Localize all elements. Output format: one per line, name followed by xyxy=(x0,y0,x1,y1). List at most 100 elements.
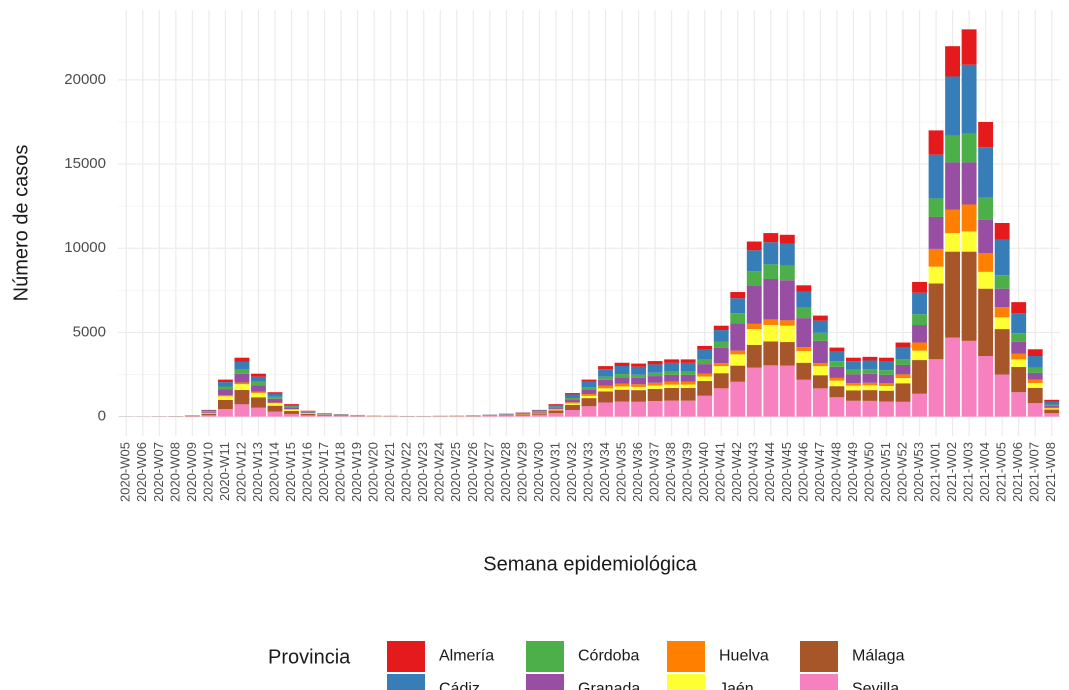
x-tick-label: 2021-W02 xyxy=(944,442,959,502)
bar-segment xyxy=(862,369,878,374)
bar-segment xyxy=(251,373,266,377)
bar-segment xyxy=(994,374,1010,417)
bar-segment xyxy=(829,380,845,387)
bar-segment xyxy=(1044,405,1060,408)
bar-segment xyxy=(1011,392,1027,417)
bar-segment xyxy=(779,342,795,366)
bar-segment xyxy=(895,383,911,402)
bar-segment xyxy=(961,251,977,341)
bar-segment xyxy=(598,366,613,370)
bar-segment xyxy=(945,162,961,210)
bar-segment xyxy=(515,415,531,417)
bar-segment xyxy=(680,388,696,401)
bar-segment xyxy=(796,307,812,319)
bar-segment xyxy=(251,397,266,408)
bar-segment xyxy=(713,347,729,364)
bar-segment xyxy=(631,366,647,375)
bar-segment xyxy=(333,415,349,417)
bar-segment xyxy=(961,133,977,163)
bar-segment xyxy=(1011,302,1027,314)
bar-segment xyxy=(862,385,878,391)
bar-segment xyxy=(812,320,828,333)
bar-segment xyxy=(912,281,927,293)
y-tick-label: 5000 xyxy=(73,323,106,340)
x-tick-label: 2020-W05 xyxy=(118,442,133,502)
bar-segment xyxy=(284,406,299,408)
bar-segment xyxy=(978,219,994,254)
bar-segment xyxy=(647,401,663,417)
bar-segment xyxy=(267,405,283,412)
bar-segment xyxy=(251,407,266,417)
bar-segment xyxy=(912,342,927,351)
bar-segment xyxy=(994,307,1010,318)
bar-segment xyxy=(333,416,349,417)
bar-segment xyxy=(631,401,647,417)
bar-segment xyxy=(713,363,729,367)
bar-segment xyxy=(895,378,911,384)
bar-segment xyxy=(531,414,547,417)
x-tick-label: 2020-W10 xyxy=(200,442,215,502)
bar-segment xyxy=(796,285,812,292)
bar-segment xyxy=(251,391,266,393)
x-tick-label: 2020-W17 xyxy=(316,442,331,502)
bar-segment xyxy=(234,361,250,369)
bar-segment xyxy=(1044,404,1060,406)
bar-segment xyxy=(631,374,647,378)
bar-segment xyxy=(631,377,647,385)
bar-segment xyxy=(730,292,746,299)
bar-segment xyxy=(531,411,547,413)
bar-segment xyxy=(779,280,795,321)
bar-segment xyxy=(267,396,283,399)
bar-segment xyxy=(994,275,1010,289)
y-tick-label: 0 xyxy=(98,408,106,425)
bar-segment xyxy=(845,383,861,386)
bar-segment xyxy=(581,394,597,396)
x-tick-label: 2020-W45 xyxy=(779,442,794,502)
bar-segment xyxy=(862,373,878,383)
bar-segment xyxy=(730,323,746,351)
bar-segment xyxy=(879,357,894,362)
bar-segment xyxy=(267,403,283,406)
x-tick-label: 2020-W25 xyxy=(448,442,463,502)
bar-segment xyxy=(515,414,531,416)
bar-segment xyxy=(664,381,680,385)
bar-segment xyxy=(895,359,911,365)
bar-segment xyxy=(1011,313,1027,334)
bar-segment xyxy=(680,400,696,417)
bar-segment xyxy=(201,413,217,416)
bar-segment xyxy=(994,223,1010,240)
bar-segment xyxy=(945,76,961,136)
x-axis-title: Semana epidemiológica xyxy=(483,553,697,575)
bar-segment xyxy=(994,288,1010,308)
bar-segment xyxy=(978,121,994,148)
x-tick-label: 2020-W32 xyxy=(564,442,579,502)
legend-key xyxy=(667,674,705,690)
x-tick-label: 2021-W01 xyxy=(927,442,942,502)
bar-segment xyxy=(697,373,713,377)
x-tick-label: 2020-W07 xyxy=(151,442,166,502)
bar-segment xyxy=(763,242,779,265)
bar-segment xyxy=(251,381,266,386)
bar-segment xyxy=(234,357,250,362)
bar-segment xyxy=(912,325,927,343)
bar-segment xyxy=(730,381,746,417)
bar-segment xyxy=(664,384,680,389)
bar-segment xyxy=(730,365,746,382)
bar-segment xyxy=(631,363,647,367)
bar-segment xyxy=(317,415,333,416)
bar-segment xyxy=(598,391,613,403)
bar-segment xyxy=(548,408,564,410)
bar-segment xyxy=(1027,367,1043,373)
bar-segment xyxy=(994,317,1010,330)
bar-segment xyxy=(697,364,713,374)
x-tick-label: 2020-W15 xyxy=(283,442,298,502)
bar-segment xyxy=(978,356,994,417)
bar-segment xyxy=(928,248,944,267)
bar-segment xyxy=(548,409,564,411)
bar-segment xyxy=(697,345,713,350)
bar-segment xyxy=(746,323,762,330)
legend-key xyxy=(800,674,838,690)
bar-segment xyxy=(267,392,283,394)
bar-segment xyxy=(234,390,250,405)
bar-segment xyxy=(879,374,894,384)
